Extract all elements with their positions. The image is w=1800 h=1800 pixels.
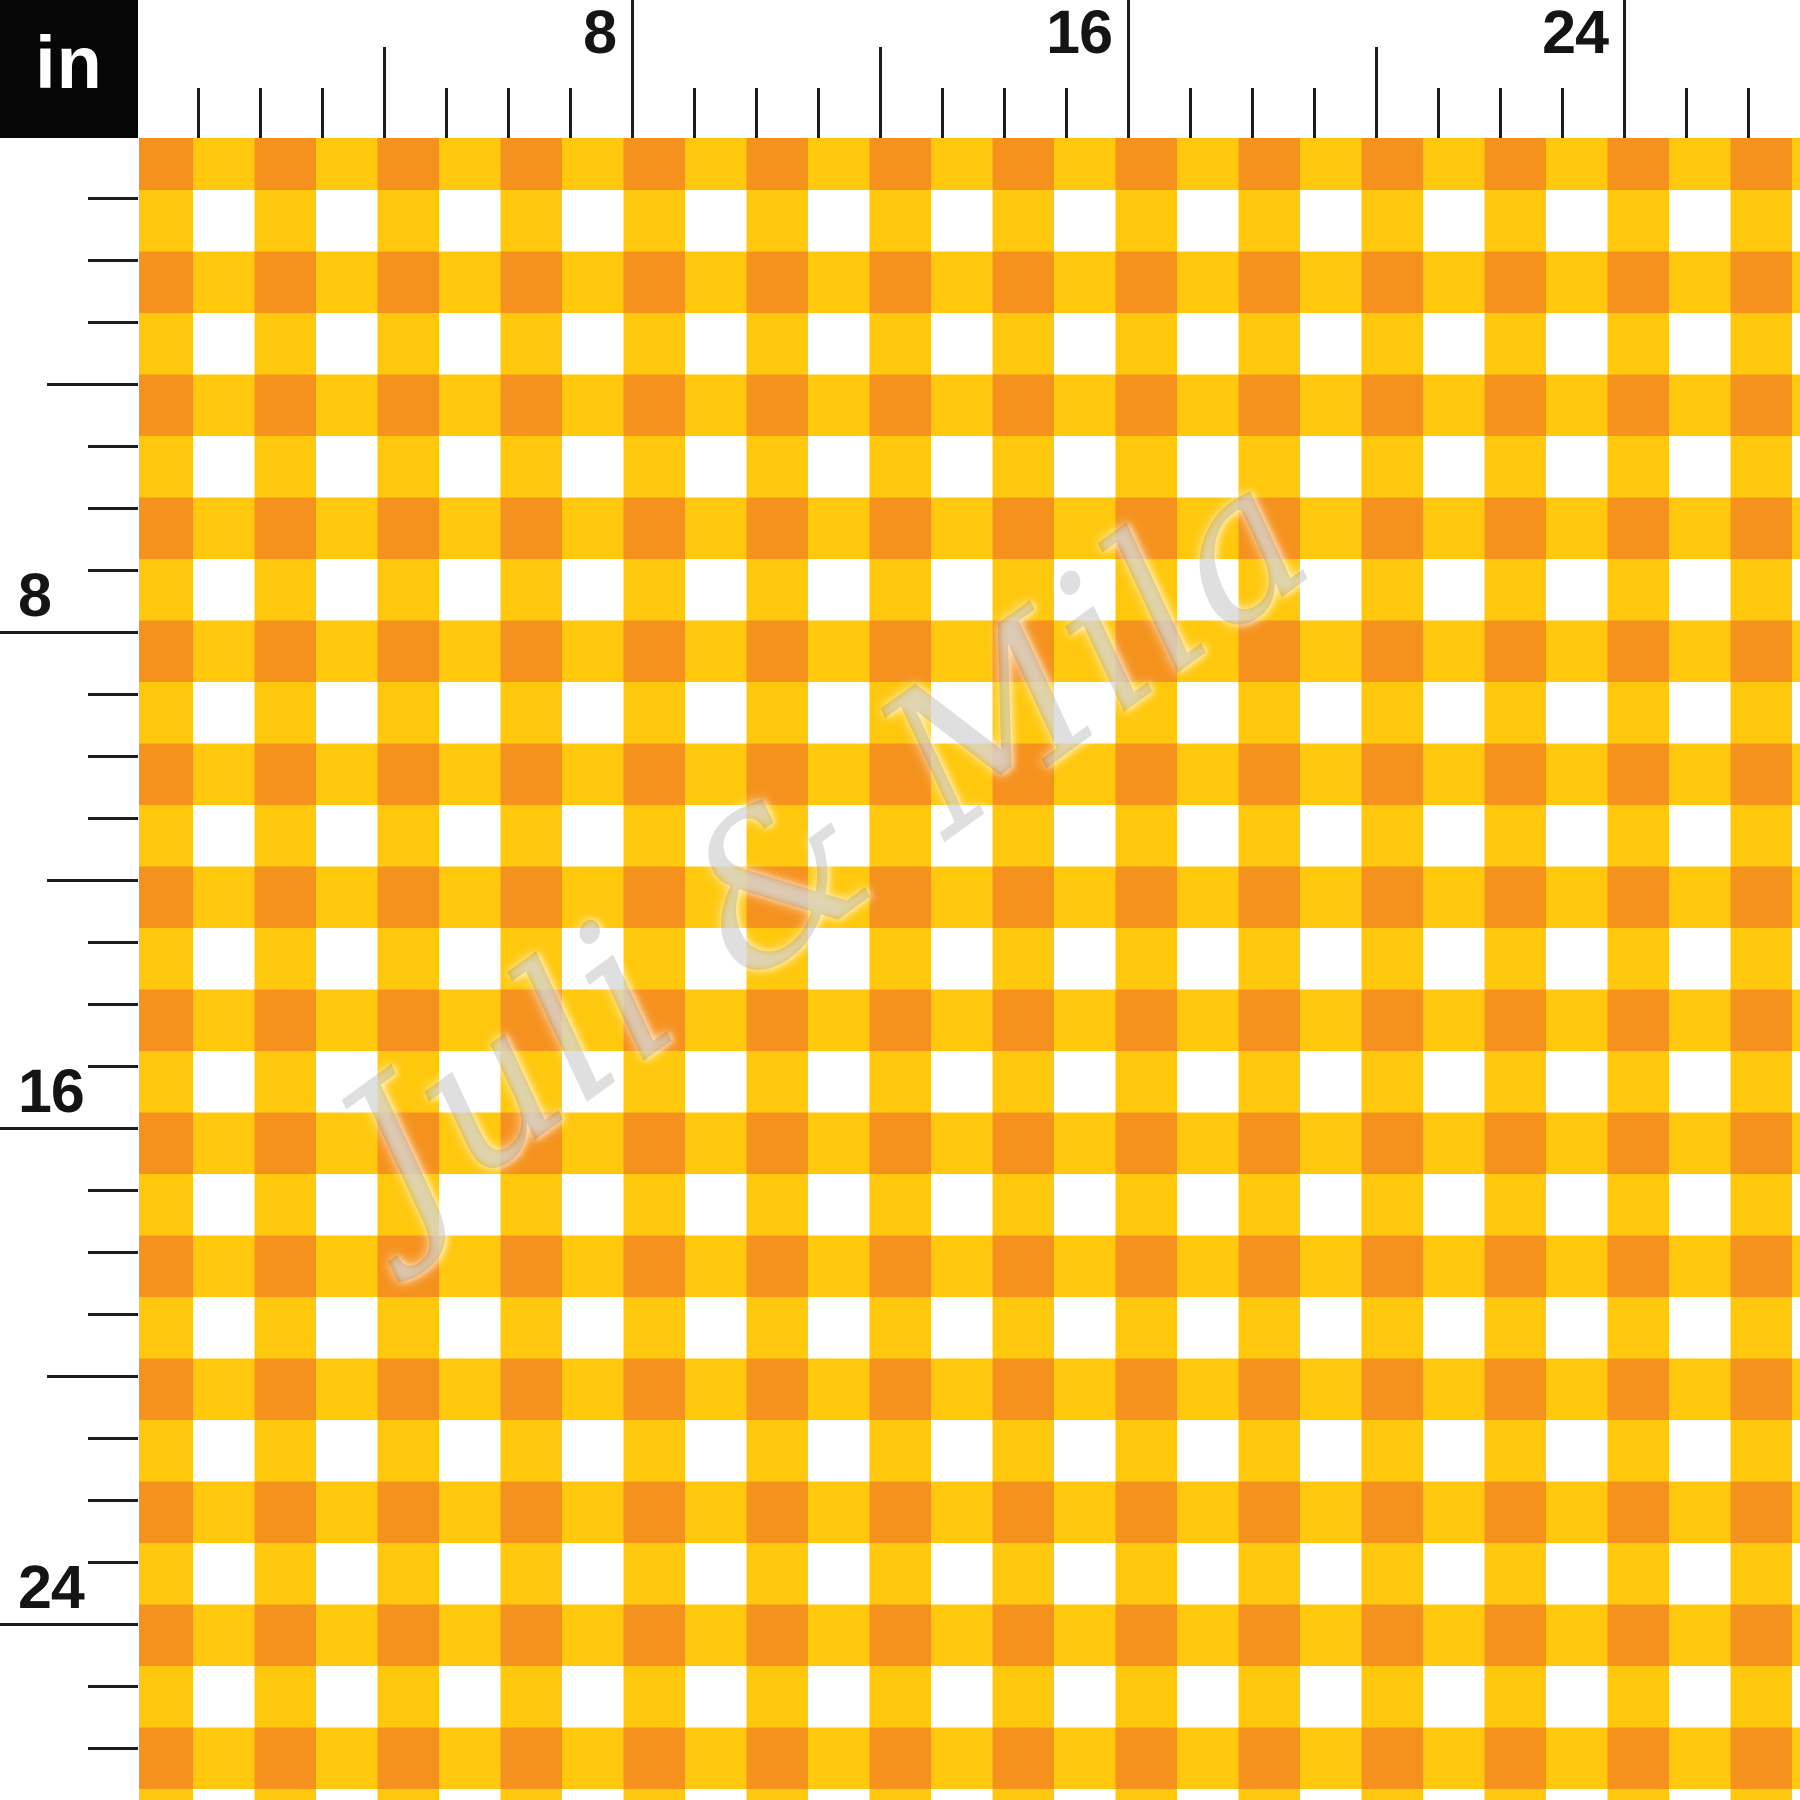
ruler-top-tick-10in xyxy=(754,88,758,138)
ruler-top-label-16: 16 xyxy=(1046,0,1113,66)
ruler-top-tick-22in xyxy=(1498,88,1502,138)
ruler-top-tick-23in xyxy=(1560,88,1564,138)
ruler-top-label-8: 8 xyxy=(583,0,617,66)
ruler-top-tick-1in xyxy=(196,88,200,138)
ruler-left-tick-13in xyxy=(88,940,138,944)
ruler-left-tick-12in xyxy=(47,878,138,882)
ruler-top-tick-11in xyxy=(816,88,820,138)
ruler-left-tick-6in xyxy=(88,506,138,510)
ruler-left-tick-3in xyxy=(88,320,138,324)
ruler-top-tick-4in xyxy=(382,47,386,138)
ruler-left-tick-11in xyxy=(88,816,138,820)
ruler-top: 8 16 24 xyxy=(0,0,1800,138)
unit-label: in xyxy=(35,21,103,104)
ruler-top-tick-18in xyxy=(1250,88,1254,138)
ruler-left-label-24: 24 xyxy=(18,1553,85,1621)
ruler-top-tick-15in xyxy=(1064,88,1068,138)
ruler-left-tick-16in xyxy=(0,1126,138,1130)
ruler-left-tick-22in xyxy=(88,1498,138,1502)
ruler-left-tick-19in xyxy=(88,1312,138,1316)
ruler-top-tick-6in xyxy=(506,88,510,138)
ruler-left-label-8: 8 xyxy=(18,561,52,629)
ruler-left-tick-8in xyxy=(0,630,138,634)
ruler-top-tick-9in xyxy=(692,88,696,138)
ruler-left-tick-14in xyxy=(88,1002,138,1006)
ruler-top-tick-20in xyxy=(1374,47,1378,138)
ruler-top-tick-24in xyxy=(1622,0,1626,138)
unit-box: in xyxy=(0,0,138,138)
ruler-top-tick-17in xyxy=(1188,88,1192,138)
ruler-left-label-16: 16 xyxy=(18,1057,85,1125)
ruler-left: 8 16 24 xyxy=(0,0,138,1800)
ruler-left-tick-18in xyxy=(88,1250,138,1254)
gingham-pattern-swatch: Juli & Mila xyxy=(139,138,1800,1800)
ruler-left-tick-15in xyxy=(88,1064,138,1068)
ruler-left-tick-1in xyxy=(88,196,138,200)
ruler-top-tick-7in xyxy=(568,88,572,138)
ruler-top-tick-8in xyxy=(630,0,634,138)
ruler-left-tick-5in xyxy=(88,444,138,448)
ruler-top-tick-5in xyxy=(444,88,448,138)
ruler-left-tick-23in xyxy=(88,1560,138,1564)
ruler-left-tick-4in xyxy=(47,382,138,386)
ruler-top-tick-25in xyxy=(1684,88,1688,138)
ruler-top-tick-16in xyxy=(1126,0,1130,138)
ruler-left-tick-21in xyxy=(88,1436,138,1440)
ruler-left-tick-17in xyxy=(88,1188,138,1192)
watermark-text: Juli & Mila xyxy=(295,415,1354,1274)
ruler-top-tick-14in xyxy=(1002,88,1006,138)
ruler-top-tick-26in xyxy=(1746,88,1750,138)
ruler-top-tick-21in xyxy=(1436,88,1440,138)
ruler-top-label-24: 24 xyxy=(1542,0,1609,66)
ruler-left-tick-24in xyxy=(0,1622,138,1626)
ruler-top-tick-19in xyxy=(1312,88,1316,138)
ruler-left-tick-10in xyxy=(88,754,138,758)
ruler-left-tick-26in xyxy=(88,1746,138,1750)
ruler-left-tick-2in xyxy=(88,258,138,262)
ruler-top-tick-3in xyxy=(320,88,324,138)
ruler-left-tick-25in xyxy=(88,1684,138,1688)
ruler-left-tick-20in xyxy=(47,1374,138,1378)
ruler-top-tick-2in xyxy=(258,88,262,138)
ruler-left-tick-9in xyxy=(88,692,138,696)
ruler-top-tick-13in xyxy=(940,88,944,138)
ruler-left-tick-7in xyxy=(88,568,138,572)
ruler-top-tick-12in xyxy=(878,47,882,138)
